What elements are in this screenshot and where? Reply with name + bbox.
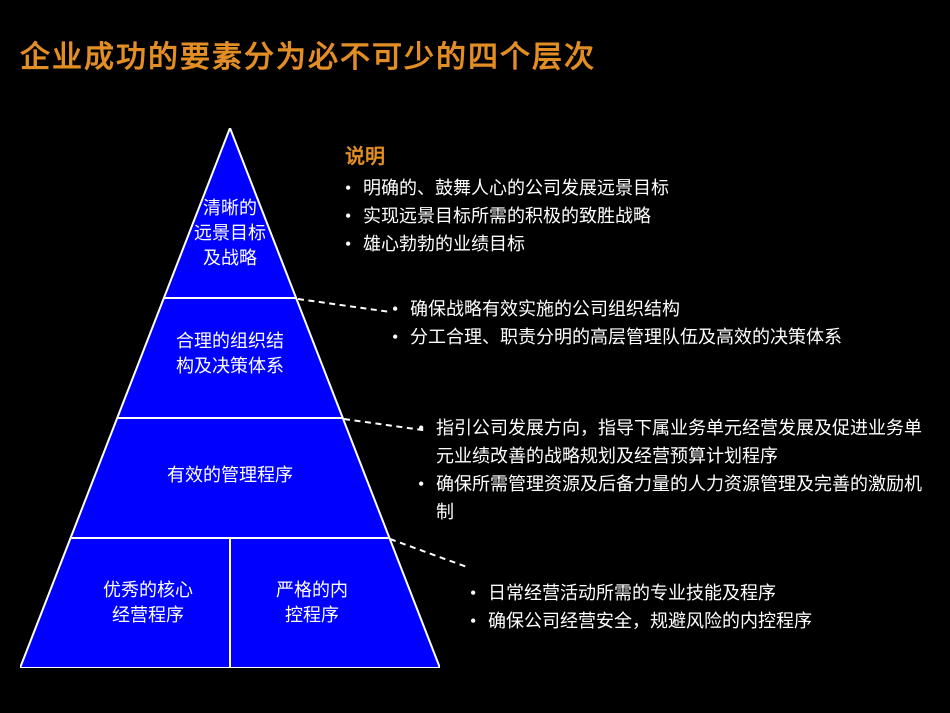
bullet-text: 指引公司发展方向，指导下属业务单元经营发展及促进业务单元业绩改善的战略规划及经营… xyxy=(436,415,933,471)
bullet-text: 分工合理、职责分明的高层管理队伍及高效的决策体系 xyxy=(410,324,922,352)
slide-title: 企业成功的要素分为必不可少的四个层次 xyxy=(20,32,596,76)
bullet-dot-icon: • xyxy=(345,231,363,259)
bullet-text: 确保战略有效实施的公司组织结构 xyxy=(410,296,922,324)
bullet-text: 确保公司经营安全，规避风险的内控程序 xyxy=(488,608,940,636)
explanation-group: •指引公司发展方向，指导下属业务单元经营发展及促进业务单元业绩改善的战略规划及经… xyxy=(418,415,933,527)
bullet-item: •实现远景目标所需的积极的致胜战略 xyxy=(345,203,905,231)
bullet-text: 确保所需管理资源及后备力量的人力资源管理及完善的激励机制 xyxy=(436,471,933,527)
bullet-dot-icon: • xyxy=(392,324,410,352)
bullet-item: •明确的、鼓舞人心的公司发展远景目标 xyxy=(345,175,905,203)
bullet-item: •确保公司经营安全，规避风险的内控程序 xyxy=(470,608,940,636)
bullet-item: •日常经营活动所需的专业技能及程序 xyxy=(470,580,940,608)
explanation-group: •日常经营活动所需的专业技能及程序•确保公司经营安全，规避风险的内控程序 xyxy=(470,580,940,636)
pyramid-level-4-right-label: 严格的内控程序 xyxy=(232,578,392,628)
bullet-item: •确保所需管理资源及后备力量的人力资源管理及完善的激励机制 xyxy=(418,471,933,527)
bullet-text: 雄心勃勃的业绩目标 xyxy=(363,231,905,259)
pyramid-level-3-label: 有效的管理程序 xyxy=(150,463,310,488)
bullet-dot-icon: • xyxy=(345,203,363,231)
bullet-text: 明确的、鼓舞人心的公司发展远景目标 xyxy=(363,175,905,203)
bullet-item: •雄心勃勃的业绩目标 xyxy=(345,231,905,259)
explanation-group: •明确的、鼓舞人心的公司发展远景目标•实现远景目标所需的积极的致胜战略•雄心勃勃… xyxy=(345,175,905,259)
pyramid-level-2-label: 合理的组织结构及决策体系 xyxy=(150,329,310,379)
bullet-dot-icon: • xyxy=(470,580,488,608)
bullet-item: •分工合理、职责分明的高层管理队伍及高效的决策体系 xyxy=(392,324,922,352)
bullet-dot-icon: • xyxy=(392,296,410,324)
bullet-item: •指引公司发展方向，指导下属业务单元经营发展及促进业务单元业绩改善的战略规划及经… xyxy=(418,415,933,471)
bullet-text: 实现远景目标所需的积极的致胜战略 xyxy=(363,203,905,231)
bullet-dot-icon: • xyxy=(418,415,436,471)
bullet-dot-icon: • xyxy=(345,175,363,203)
bullet-text: 日常经营活动所需的专业技能及程序 xyxy=(488,580,940,608)
pyramid-level-4-left-label: 优秀的核心经营程序 xyxy=(68,578,228,628)
explanation-group: •确保战略有效实施的公司组织结构•分工合理、职责分明的高层管理队伍及高效的决策体… xyxy=(392,296,922,352)
bullet-dot-icon: • xyxy=(418,471,436,527)
bullet-dot-icon: • xyxy=(470,608,488,636)
pyramid-level-1-label: 清晰的远景目标及战略 xyxy=(150,196,310,272)
bullet-item: •确保战略有效实施的公司组织结构 xyxy=(392,296,922,324)
